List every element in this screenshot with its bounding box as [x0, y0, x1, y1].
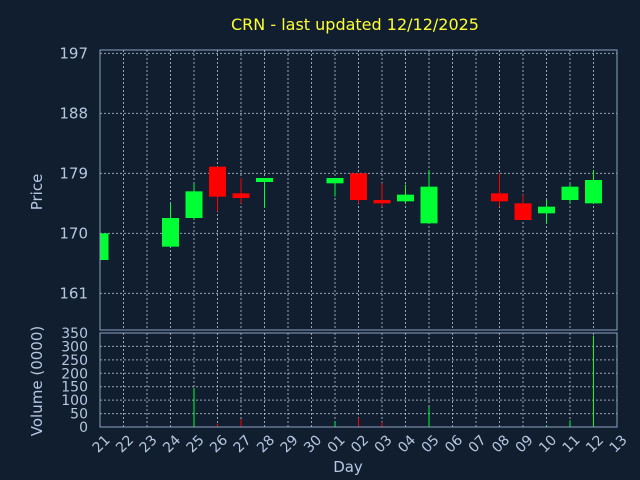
- x-tick-label: 22: [113, 432, 137, 456]
- x-tick-label: 01: [325, 432, 349, 456]
- candles: [100, 166, 602, 260]
- x-tick-label: 26: [207, 432, 231, 456]
- x-tick-label: 25: [184, 432, 208, 456]
- x-tick-label: 30: [301, 432, 325, 456]
- candle-down: [209, 166, 226, 197]
- candle-up: [326, 178, 344, 184]
- candle-up: [538, 206, 555, 214]
- volume-bars: [193, 335, 594, 427]
- candle-down: [514, 203, 532, 220]
- x-tick-label: 09: [513, 432, 537, 456]
- candle-up: [100, 233, 109, 260]
- x-tick-label: 03: [372, 432, 396, 456]
- price-axis-label: Price: [28, 174, 46, 211]
- price-frame: [99, 49, 618, 331]
- candle-down: [232, 193, 250, 198]
- x-tick-label: 21: [90, 432, 114, 456]
- volume-tick-label: 100: [61, 393, 88, 409]
- candle-up: [162, 218, 179, 247]
- volume-axis-label: Volume (0000): [28, 326, 46, 436]
- x-tick-label: 13: [607, 432, 631, 456]
- candle-down: [373, 200, 391, 204]
- price-panel: 161 170 179 188 197: [59, 44, 618, 331]
- x-tick-label: 08: [489, 432, 513, 456]
- candle-up: [561, 186, 579, 200]
- x-tick-label: 06: [442, 432, 466, 456]
- volume-grid: [100, 332, 617, 428]
- volume-tick-label: 200: [61, 366, 88, 382]
- candle-down: [491, 193, 508, 202]
- volume-tick-label: 150: [61, 380, 88, 396]
- volume-frame: [99, 332, 618, 428]
- price-tick-label: 197: [59, 44, 88, 62]
- x-tick-label: 07: [466, 432, 490, 456]
- price-tick-label: 170: [59, 224, 88, 242]
- x-tick-label: 11: [560, 432, 584, 456]
- chart-title: CRN - last updated 12/12/2025: [231, 15, 479, 34]
- candle-up: [185, 191, 203, 218]
- x-tick-label: 12: [583, 432, 607, 456]
- volume-tick-label: 50: [70, 407, 88, 423]
- x-tick-label: 27: [231, 432, 255, 456]
- x-tick-label: 29: [278, 432, 302, 456]
- candle-down: [350, 173, 367, 200]
- x-tick-label: 23: [137, 432, 161, 456]
- volume-tick-label: 0: [79, 420, 88, 436]
- volume-tick-label: 250: [61, 353, 88, 369]
- candle-up: [256, 178, 273, 182]
- x-tick-label: 04: [395, 432, 419, 456]
- candle-up: [397, 194, 414, 202]
- volume-tick-label: 300: [61, 339, 88, 355]
- candle-up: [420, 186, 438, 224]
- price-y-ticks: 161 170 179 188 197: [59, 44, 88, 302]
- x-tick-label: 24: [160, 432, 184, 456]
- x-tick-label: 10: [536, 432, 560, 456]
- candle-up: [585, 180, 602, 204]
- volume-tick-label: 350: [61, 326, 88, 342]
- x-axis-label: Day: [333, 458, 363, 476]
- price-tick-label: 179: [59, 164, 88, 182]
- price-tick-label: 188: [59, 104, 88, 122]
- x-ticks: 21 22 23 24 25 26 27 28 29 30 01 02 03 04 05 06 07 08 09 10…: [90, 432, 631, 456]
- price-tick-label: 161: [59, 284, 88, 302]
- x-tick-label: 02: [348, 432, 372, 456]
- x-tick-label: 05: [419, 432, 443, 456]
- x-tick-label: 28: [254, 432, 278, 456]
